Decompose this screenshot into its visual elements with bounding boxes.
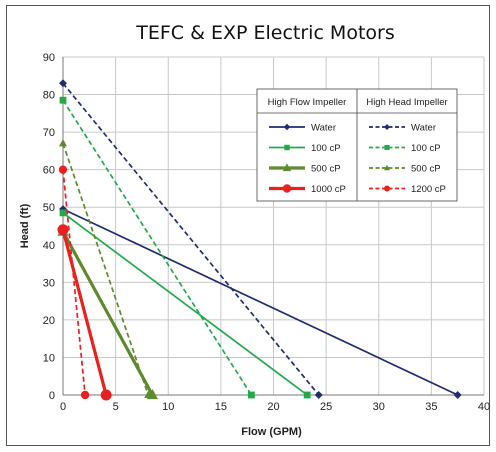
legend: High Flow Impeller High Head Impeller Wate… [257, 89, 457, 201]
data-point [60, 97, 67, 104]
legend-label: 1200 cP [411, 184, 446, 195]
chart: TEFC & EXP Electric Motors 0 5 10 15 20 25 30 35… [7, 6, 491, 447]
y-tick-label: 90 [43, 52, 55, 64]
y-tick-label: 80 [43, 90, 55, 102]
y-tick-label: 20 [43, 315, 55, 327]
x-tick-label: 20 [267, 401, 279, 413]
x-tick-label: 0 [60, 401, 66, 413]
legend-label: 500 cP [411, 164, 441, 175]
data-point [454, 391, 462, 399]
y-tick-label: 0 [49, 390, 55, 402]
y-tick-label: 60 [43, 165, 55, 177]
x-tick-label: 30 [373, 401, 385, 413]
legend-label: 100 cP [411, 143, 441, 154]
y-tick-label: 50 [43, 202, 55, 214]
x-tick-label: 25 [320, 401, 332, 413]
series-high-flow-impeller-1000-cp [58, 224, 112, 400]
series-high-head-impeller-100-cp [60, 97, 255, 399]
data-point [248, 392, 255, 399]
legend-swatch-marker [284, 145, 289, 150]
y-tick-label: 10 [43, 352, 55, 364]
x-tick-label: 15 [215, 401, 227, 413]
legend-label: 100 cP [311, 143, 341, 154]
series-high-flow-impeller-water [59, 205, 462, 399]
legend-label: Water [411, 123, 436, 134]
series-line [63, 230, 106, 395]
chart-title: TEFC & EXP Electric Motors [135, 22, 394, 44]
data-point [304, 392, 311, 399]
legend-header: High Head Impeller [366, 97, 447, 108]
series-line [63, 100, 251, 395]
legend-label: Water [311, 123, 336, 134]
data-point [59, 165, 67, 173]
x-tick-label: 40 [478, 401, 490, 413]
data-point [60, 209, 67, 216]
legend-swatch-marker [283, 184, 291, 192]
y-axis-label: Head (ft) [19, 203, 31, 248]
series-high-flow-impeller-100-cp [60, 209, 311, 398]
x-axis-label: Flow (GPM) [241, 426, 302, 438]
series-line [63, 209, 458, 395]
y-tick-label: 70 [43, 127, 55, 139]
x-tick-label: 5 [113, 401, 119, 413]
data-point [315, 391, 323, 399]
y-tick-label: 30 [43, 277, 55, 289]
data-point [101, 390, 112, 401]
chart-frame: TEFC & EXP Electric Motors 0 5 10 15 20 25 30 35… [6, 5, 490, 446]
x-tick-label: 10 [162, 401, 174, 413]
legend-label: 1000 cP [311, 184, 346, 195]
legend-header: High Flow Impeller [268, 97, 347, 108]
x-tick-label: 35 [425, 401, 437, 413]
data-point [59, 139, 67, 146]
series-high-flow-impeller-500-cp [58, 226, 158, 400]
legend-label: 500 cP [311, 164, 341, 175]
data-point [58, 224, 69, 235]
legend-swatch-marker [384, 145, 389, 150]
data-point [81, 391, 89, 399]
y-tick-label: 40 [43, 240, 55, 252]
legend-swatch-marker [384, 186, 390, 192]
